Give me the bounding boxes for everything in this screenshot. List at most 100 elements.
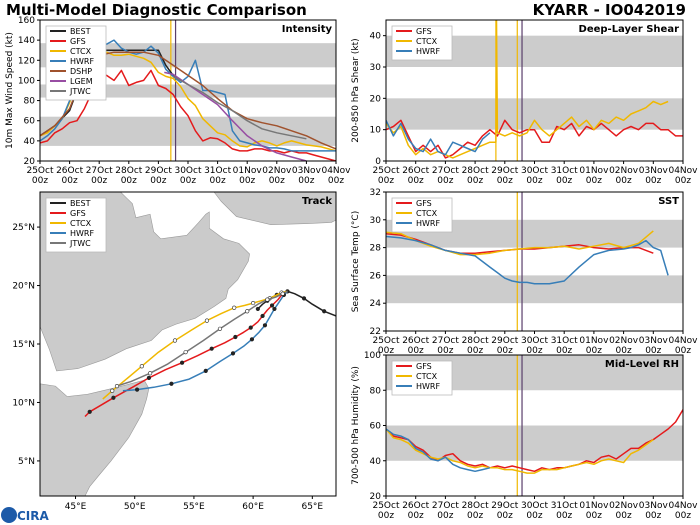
tracks-group (84, 289, 336, 418)
y-axis-label: 200-850 hPa Shear (kt) (351, 38, 361, 142)
x-tick-label: 30Oct 00z (521, 501, 548, 521)
track-point-gfs (260, 313, 265, 319)
track-point-ctcx (204, 318, 210, 323)
panel-title: SST (658, 196, 679, 207)
panel-title: Mid-Level RH (605, 359, 679, 370)
legend-label-gfs: GFS (416, 199, 432, 208)
x-tick-label: 28Oct 00z (462, 166, 489, 186)
x-tick-label: 25Oct 00z (372, 336, 399, 356)
panel-title: Intensity (282, 24, 333, 35)
track-point-gfs (233, 334, 238, 340)
logo-globe-icon (1, 507, 17, 523)
track-point-gfs (146, 375, 152, 381)
x-tick-label: 01Nov 00z (233, 166, 263, 186)
series-line-best (40, 49, 182, 137)
y-tick-label: 5°N (18, 457, 35, 467)
y-tick-label: 20 (370, 94, 382, 104)
track-point-jtwc (183, 350, 188, 355)
track-point-best (301, 296, 307, 301)
series-line-hwrf (386, 119, 491, 156)
legend-label-ctcx: CTCX (70, 47, 92, 56)
x-tick-label: 29Oct 00z (491, 501, 518, 521)
series-line-hwrf (386, 428, 491, 473)
x-tick-label: 25Oct 00z (372, 501, 399, 521)
x-tick-label: 04Nov 00z (668, 166, 698, 186)
track-point-ctcx (232, 305, 237, 310)
y-tick-label: 80 (370, 386, 382, 396)
shaded-band (40, 116, 336, 146)
x-tick-label: 31Oct 00z (551, 166, 578, 186)
series-group (386, 20, 683, 159)
x-tick-label: 03Nov 00z (639, 336, 669, 356)
x-tick-label: 26Oct 00z (56, 166, 83, 186)
legend-label-ctcx: CTCX (416, 372, 438, 381)
y-tick-label: 32 (370, 188, 381, 198)
series-line-ctcx (386, 20, 669, 159)
y-tick-label: 20 (24, 157, 36, 167)
series-line-ctcx (386, 230, 654, 256)
legend-label-hwrf: HWRF (70, 57, 94, 66)
track-point-jtwc (114, 383, 120, 389)
legend-label-jtwc: JTWC (69, 239, 91, 248)
land-mass (213, 192, 336, 226)
legend-label-gfs: GFS (70, 37, 86, 46)
x-tick-label: 25Oct 00z (26, 166, 53, 186)
x-tick-label: 26Oct 00z (402, 336, 429, 356)
x-tick-label: 65°E (301, 502, 323, 512)
track-point-hwrf (169, 381, 174, 386)
figure-title: Multi-Model Diagnostic Comparison (6, 1, 307, 19)
legend-label-gfs: GFS (70, 209, 86, 218)
legend-label-best: BEST (70, 199, 91, 208)
legend-label-jtwc: JTWC (69, 87, 91, 96)
series-line-jtwc (172, 75, 307, 140)
track-point-hwrf (249, 337, 255, 342)
legend-label-hwrf: HWRF (416, 47, 440, 56)
y-tick-label: 26 (370, 271, 382, 281)
legend-label-hwrf: HWRF (70, 229, 94, 238)
x-tick-label: 03Nov 00z (639, 166, 669, 186)
x-tick-label: 04Nov 00z (668, 336, 698, 356)
y-tick-label: 24 (370, 299, 382, 309)
x-tick-label: 45°E (65, 502, 87, 512)
track-point-jtwc (148, 371, 153, 376)
x-tick-label: 60°E (242, 502, 264, 512)
x-tick-label: 27Oct 00z (432, 166, 459, 186)
y-tick-label: 140 (18, 36, 35, 46)
track-point-gfs (87, 409, 92, 414)
y-tick-label: 40 (370, 32, 382, 42)
y-axis-label: Sea Surface Temp (°C) (351, 211, 361, 312)
x-tick-label: 30Oct 00z (174, 166, 201, 186)
x-tick-label: 02Nov 00z (262, 166, 292, 186)
x-tick-label: 31Oct 00z (204, 166, 231, 186)
legend-label-hwrf: HWRF (416, 219, 440, 228)
y-tick-label: 28 (370, 244, 382, 254)
track-point-gfs (209, 346, 214, 351)
x-tick-label: 29Oct 00z (491, 166, 518, 186)
x-tick-label: 55°E (183, 502, 205, 512)
track-point-ctcx (139, 364, 144, 369)
x-tick-label: 26Oct 00z (402, 166, 429, 186)
track-point-best (255, 306, 260, 312)
series-line-ctcx (386, 428, 654, 474)
x-tick-label: 28Oct 00z (115, 166, 142, 186)
series-group (386, 230, 669, 285)
x-tick-label: 29Oct 00z (145, 166, 172, 186)
shaded-band (40, 84, 336, 98)
x-tick-label: 02Nov 00z (609, 336, 639, 356)
y-tick-label: 30 (370, 216, 382, 226)
x-tick-label: 03Nov 00z (639, 501, 669, 521)
y-tick-label: 10°N (12, 398, 35, 408)
y-tick-label: 15°N (12, 340, 35, 350)
x-tick-label: 28Oct 00z (462, 501, 489, 521)
x-tick-label: 26Oct 00z (402, 501, 429, 521)
x-tick-label: 01Nov 00z (579, 501, 609, 521)
y-tick-label: 100 (18, 76, 35, 86)
track-line-jtwc (116, 290, 288, 387)
x-tick-label: 01Nov 00z (579, 336, 609, 356)
x-tick-label: 25Oct 00z (372, 166, 399, 186)
